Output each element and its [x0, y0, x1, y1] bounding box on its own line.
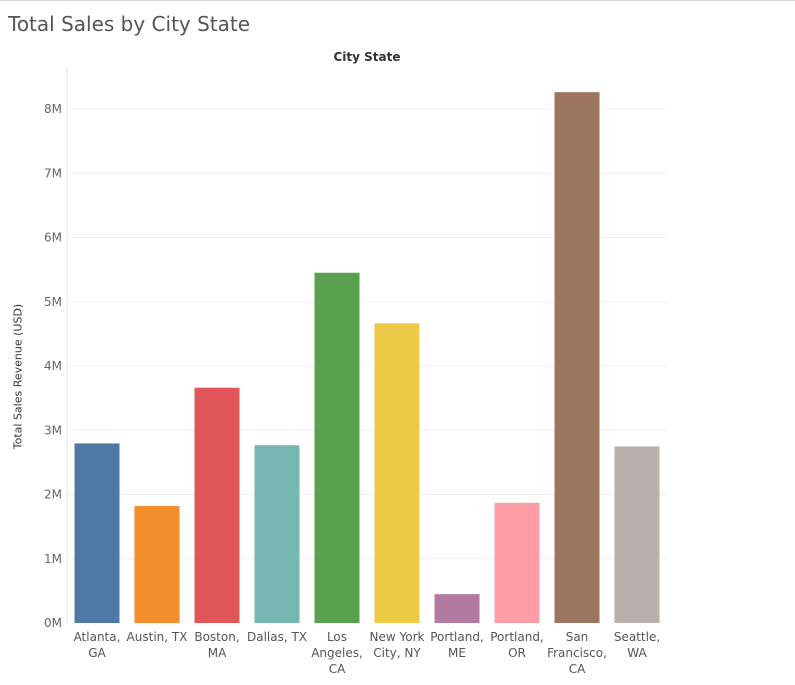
chart-title: Total Sales by City State	[8, 12, 251, 36]
y-tick-label: 6M	[44, 231, 62, 245]
y-tick-label: 7M	[44, 166, 62, 180]
bars	[74, 92, 660, 623]
x-category-label: Austin, TX	[127, 630, 188, 644]
y-tick-label: 8M	[44, 102, 62, 116]
x-category-label: Portland, OR	[490, 630, 544, 660]
bar[interactable]	[74, 443, 120, 623]
x-category-label: Seattle, WA	[614, 630, 660, 660]
bar[interactable]	[554, 92, 600, 623]
x-axis-labels: Atlanta, GA Austin, TX Boston, MA Dallas, TX L…	[74, 630, 661, 676]
x-category-label: Dallas, TX	[247, 630, 307, 644]
bar[interactable]	[134, 506, 180, 623]
bar[interactable]	[194, 387, 240, 623]
y-tick-label: 4M	[44, 359, 62, 373]
x-category-label: Los Angeles, CA	[311, 630, 363, 676]
bar[interactable]	[494, 502, 540, 623]
y-tick-label: 1M	[44, 552, 62, 566]
y-tick-label: 0M	[44, 616, 62, 630]
x-category-label: New York City, NY	[370, 630, 425, 660]
bar[interactable]	[254, 445, 300, 623]
y-tick-label: 5M	[44, 295, 62, 309]
x-category-label: San Francisco, CA	[547, 630, 607, 676]
x-category-label: Atlanta, GA	[74, 630, 121, 660]
bar[interactable]	[314, 272, 360, 623]
x-category-label: Boston, MA	[194, 630, 239, 660]
x-category-label: Portland, ME	[430, 630, 484, 660]
y-tick-label: 3M	[44, 423, 62, 437]
bar[interactable]	[374, 323, 420, 623]
y-tick-label: 2M	[44, 488, 62, 502]
top-divider	[0, 0, 795, 1]
column-header-label: City State	[333, 50, 401, 64]
y-axis: 0M 1M 2M 3M 4M 5M 6M 7M 8M	[44, 68, 68, 630]
bar[interactable]	[614, 446, 660, 623]
bar[interactable]	[434, 594, 480, 623]
